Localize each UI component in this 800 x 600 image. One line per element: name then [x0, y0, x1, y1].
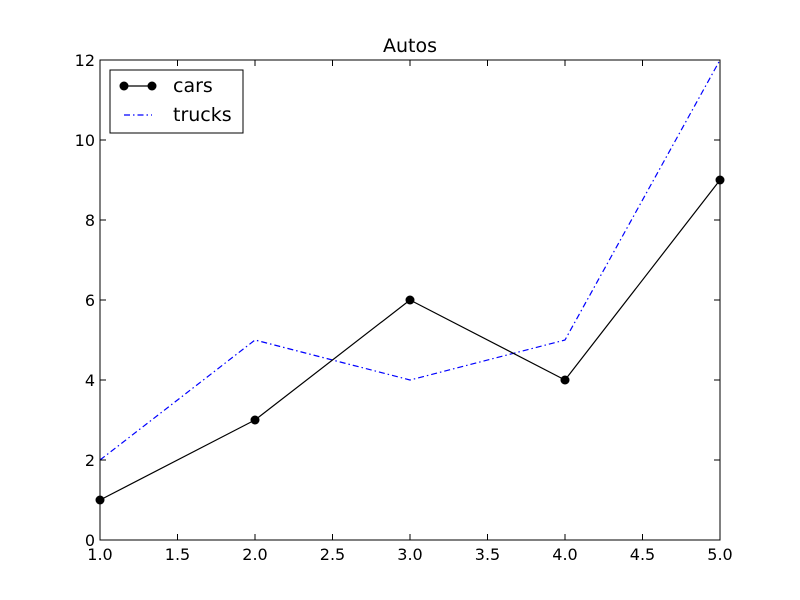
y-tick-label: 12: [75, 51, 95, 70]
ticks-layer: 1.0 1.5 2.0 2.5 3.0 3.5 4.0 4.5 5.0 0 2 4 6 8 10 12: [75, 51, 733, 564]
x-tick-label: 4.5: [630, 545, 655, 564]
x-tick-label: 2.5: [320, 545, 345, 564]
legend: cars trucks: [109, 69, 244, 134]
legend-swatch-cars-marker-right: [147, 81, 157, 91]
data-point-cars: [250, 415, 260, 425]
y-tick-label: 4: [85, 371, 95, 390]
y-tick-label: 10: [75, 131, 95, 150]
chart-title: Autos: [383, 35, 437, 57]
x-tick-label: 3.5: [475, 545, 500, 564]
legend-swatch-cars-marker-left: [119, 81, 129, 91]
data-point-cars: [405, 295, 415, 305]
legend-label-cars: cars: [173, 75, 213, 97]
x-tick-label: 5.0: [707, 545, 732, 564]
x-tick-label: 4.0: [552, 545, 577, 564]
series-line-trucks: [99, 59, 721, 461]
y-tick-label: 8: [85, 211, 95, 230]
legend-label-trucks: trucks: [173, 104, 232, 126]
x-tick-label: 1.0: [87, 545, 112, 564]
x-tick-label: 3.0: [397, 545, 422, 564]
data-point-cars: [560, 375, 570, 385]
legend-box: [109, 69, 244, 134]
y-tick-label: 6: [85, 291, 95, 310]
y-tick-label: 0: [85, 531, 95, 550]
y-tick-label: 2: [85, 451, 95, 470]
x-tick-label: 2.0: [242, 545, 267, 564]
x-tick-label: 1.5: [165, 545, 190, 564]
